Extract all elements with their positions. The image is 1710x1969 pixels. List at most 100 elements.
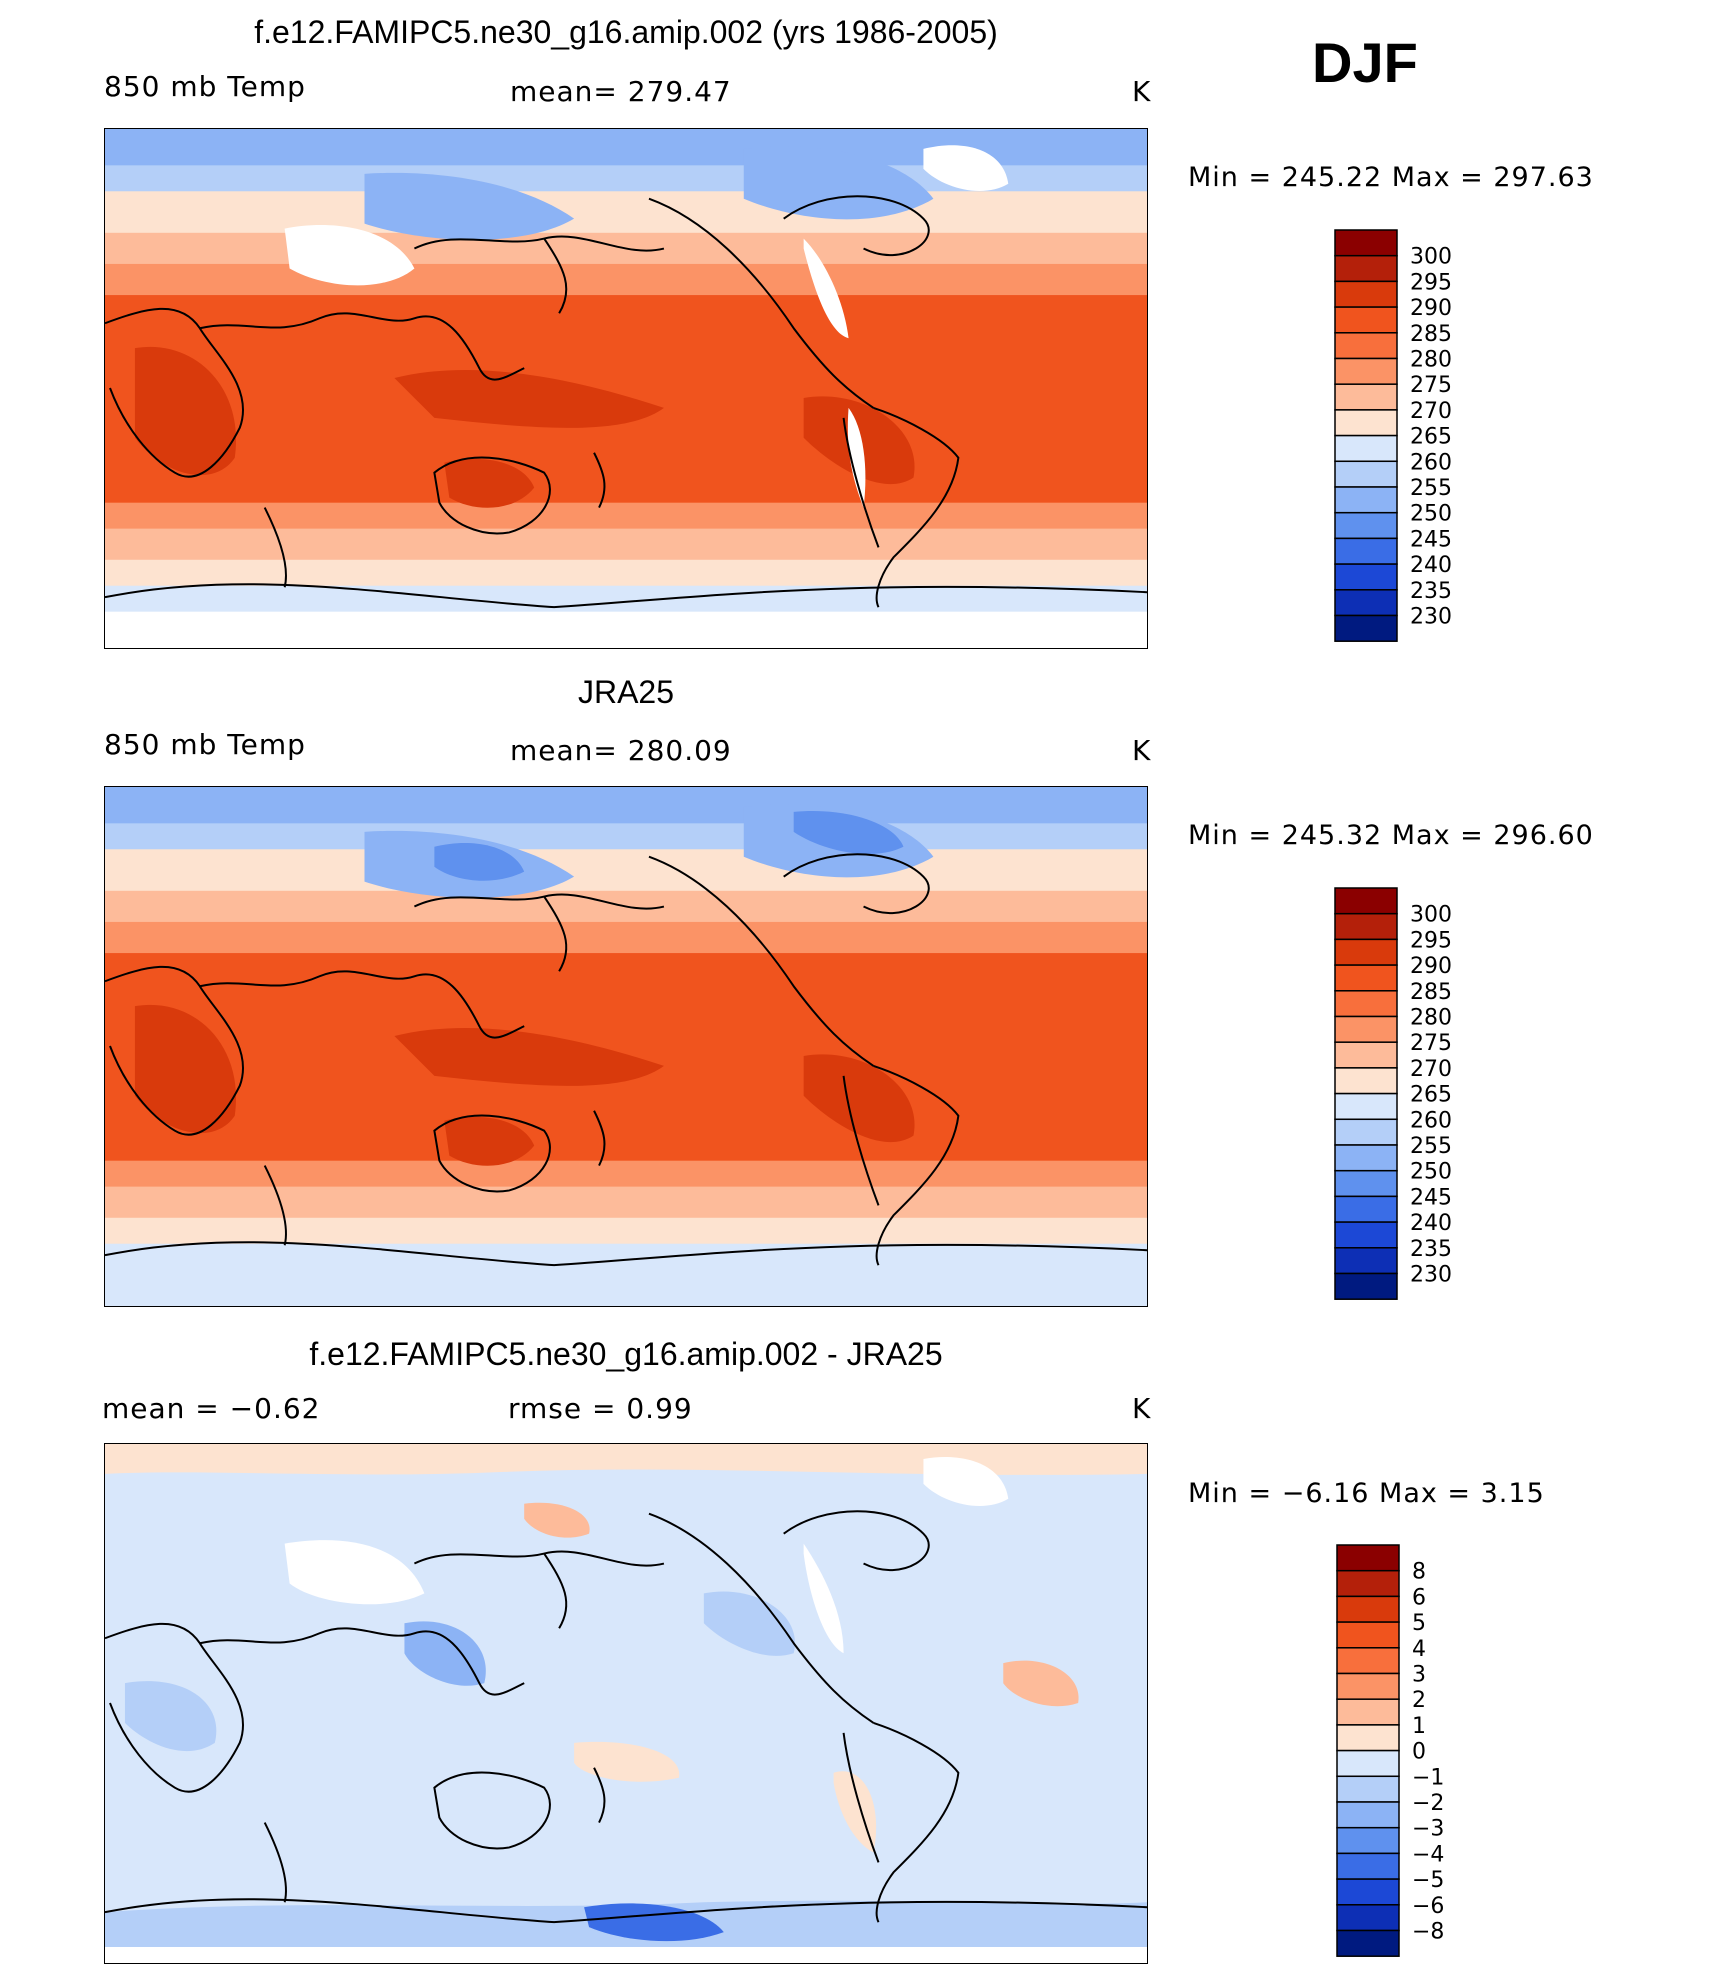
- coastline: [648, 1512, 875, 1724]
- colorbar-swatch: [1334, 589, 1398, 617]
- colorbar-label: 265: [1410, 1083, 1452, 1108]
- colorbar-swatch: [1334, 486, 1398, 514]
- colorbar-label: 0: [1412, 1740, 1426, 1765]
- colorbar-swatch: [1334, 1118, 1398, 1146]
- colorbar-swatch: [1334, 254, 1398, 283]
- colorbar-swatch: [1336, 1878, 1400, 1906]
- panel-3-colorbar: 8 6 5 4 3 2 1 0 −1 −2 −3 −4 −5 −6 −8: [1336, 1544, 1476, 1964]
- panel-2-minmax: Min = 245.32 Max = 296.60: [1188, 820, 1594, 851]
- colorbar-label: 260: [1410, 1108, 1452, 1133]
- coastline: [842, 417, 880, 548]
- colorbar-swatch: [1334, 1195, 1398, 1223]
- coastline: [105, 307, 245, 478]
- colorbar-swatch: [1336, 1775, 1400, 1803]
- colorbar-label: 275: [1410, 1031, 1452, 1056]
- contour-region: [105, 1947, 1147, 1963]
- panel-2-mean-label: mean= 280.09: [510, 734, 732, 767]
- coastline: [783, 195, 930, 257]
- colorbar-swatch: [1334, 460, 1398, 488]
- colorbar-label: 275: [1410, 373, 1452, 398]
- colorbar-swatch: [1334, 912, 1398, 941]
- coastline: [648, 855, 875, 1067]
- colorbar-swatch: [1334, 1015, 1398, 1043]
- colorbar-label: 250: [1410, 1160, 1452, 1185]
- colorbar-swatch: [1336, 1595, 1400, 1623]
- coastline: [199, 312, 525, 381]
- contour-region: [923, 145, 1009, 191]
- panel-3-rmse-label: rmse = 0.99: [508, 1392, 693, 1425]
- coastline: [593, 1767, 606, 1823]
- colorbar-label: 6: [1412, 1585, 1426, 1610]
- contour-band: [105, 1160, 1147, 1188]
- contour-region: [124, 1681, 217, 1752]
- panel-3-map: [104, 1443, 1148, 1964]
- colorbar-label: 290: [1410, 296, 1452, 321]
- contour-region: [923, 1457, 1009, 1506]
- contour-band: [105, 559, 1147, 587]
- colorbar-swatch: [1334, 563, 1398, 591]
- colorbar-swatch: [1334, 357, 1398, 385]
- coastline: [648, 197, 875, 409]
- colorbar-swatch: [1334, 1144, 1398, 1172]
- colorbar-swatch: [1336, 1647, 1400, 1675]
- coastline: [199, 970, 525, 1039]
- colorbar-swatch: [1334, 229, 1398, 257]
- colorbar-swatch: [1336, 1852, 1400, 1880]
- contour-band: [105, 823, 1147, 851]
- coastline: [783, 1510, 930, 1572]
- panel-1-map: [104, 128, 1148, 649]
- colorbar-swatch: [1336, 1904, 1400, 1932]
- contour-region: [833, 1771, 877, 1853]
- colorbar-label: 300: [1410, 245, 1452, 270]
- contour-band: [105, 1217, 1147, 1245]
- colorbar-swatch: [1334, 614, 1398, 642]
- colorbar-swatch: [1336, 1749, 1400, 1778]
- colorbar-label: 270: [1410, 1057, 1452, 1082]
- contour-band: [105, 921, 1147, 955]
- colorbar-label: 285: [1410, 980, 1452, 1005]
- colorbar-swatch: [1334, 511, 1398, 540]
- coastline: [433, 1114, 551, 1193]
- panel-1-minmax: Min = 245.22 Max = 297.63: [1188, 162, 1594, 193]
- contour-region: [394, 370, 664, 428]
- contour-band: [105, 849, 1147, 892]
- colorbar-label: 290: [1410, 954, 1452, 979]
- panel-1-units: K: [1132, 75, 1152, 108]
- colorbar-swatch: [1336, 1929, 1400, 1957]
- coastline: [593, 1110, 606, 1166]
- contour-band: [105, 502, 1147, 530]
- panel-3-title: f.e12.FAMIPC5.ne30_g16.amip.002 - JRA25: [309, 1336, 943, 1372]
- coastline: [105, 583, 1147, 609]
- colorbar-label: 235: [1410, 579, 1452, 604]
- contour-band: [105, 787, 1147, 825]
- contour-region: [803, 1054, 915, 1143]
- colorbar-swatch: [1334, 964, 1398, 992]
- coastline: [105, 1241, 1147, 1267]
- contour-region: [434, 842, 525, 881]
- contour-region: [574, 1741, 680, 1782]
- colorbar-label: 240: [1410, 553, 1452, 578]
- contour-band: [105, 1243, 1147, 1271]
- colorbar-swatch: [1336, 1826, 1400, 1855]
- season-label: DJF: [1312, 31, 1418, 94]
- colorbar-label: 230: [1410, 605, 1452, 630]
- colorbar-swatch: [1336, 1698, 1400, 1726]
- colorbar-label: 255: [1410, 476, 1452, 501]
- colorbar-label: 2: [1412, 1688, 1426, 1713]
- coastline: [105, 1898, 1147, 1924]
- colorbar-swatch: [1334, 1092, 1398, 1121]
- colorbar-swatch: [1334, 306, 1398, 334]
- colorbar-swatch: [1334, 1041, 1398, 1069]
- colorbar-swatch: [1336, 1621, 1400, 1649]
- colorbar-label: −4: [1412, 1842, 1444, 1867]
- contour-region: [284, 1540, 425, 1605]
- coastline: [105, 1622, 245, 1793]
- contour-region: [803, 238, 849, 339]
- colorbar-swatch: [1334, 1169, 1398, 1198]
- colorbar-swatch: [1334, 537, 1398, 565]
- panel-1-variable-label: 850 mb Temp: [104, 70, 306, 103]
- colorbar-swatch: [1334, 1221, 1398, 1249]
- panel-1-title: f.e12.FAMIPC5.ne30_g16.amip.002 (yrs 198…: [254, 14, 998, 50]
- colorbar-label: −2: [1412, 1791, 1444, 1816]
- contour-band: [105, 263, 1147, 297]
